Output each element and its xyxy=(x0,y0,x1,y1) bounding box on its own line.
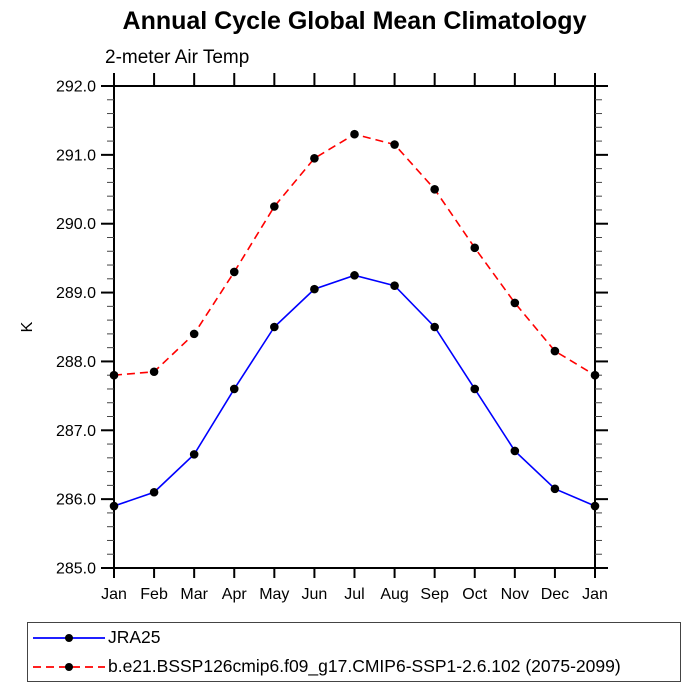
data-point-series-1 xyxy=(550,346,560,356)
x-tick-label: Oct xyxy=(462,586,487,603)
data-point-series-1 xyxy=(189,329,199,339)
data-point-series-0 xyxy=(189,450,199,459)
chart-title: Annual Cycle Global Mean Climatology xyxy=(122,7,587,35)
x-tick-label: Sep xyxy=(420,586,449,603)
y-tick-label: 286.0 xyxy=(56,492,96,509)
legend-label-cmip6-model: b.e21.BSSP126cmip6.f09_g17.CMIP6-SSP1-2.… xyxy=(108,656,621,676)
legend-item-jra25: JRA25 xyxy=(33,625,680,651)
x-tick-label: Dec xyxy=(541,586,569,603)
chart-subtitle: 2-meter Air Temp xyxy=(105,47,250,68)
x-tick-label: Nov xyxy=(501,586,529,603)
data-point-series-1 xyxy=(270,202,279,211)
y-tick-label: 288.0 xyxy=(56,354,96,371)
x-tick-label: Apr xyxy=(222,586,248,603)
data-point-series-0 xyxy=(270,322,279,332)
data-point-series-0 xyxy=(310,284,319,294)
x-tick-label: Feb xyxy=(140,586,168,603)
legend-sample-svg xyxy=(33,662,105,671)
y-tick-label: 290.0 xyxy=(56,216,96,233)
legend-label-jra25: JRA25 xyxy=(108,627,161,647)
data-point-series-0 xyxy=(430,322,439,332)
series-line-1 xyxy=(113,133,596,376)
legend-box: JRA25 b.e21.BSSP126cmip6.f09_g17.CMIP6-S… xyxy=(27,622,681,682)
data-point-series-1 xyxy=(109,370,119,380)
legend-marker-dot xyxy=(65,633,73,642)
legend-item-cmip6-model: b.e21.BSSP126cmip6.f09_g17.CMIP6-SSP1-2.… xyxy=(33,654,680,680)
y-tick-label: 289.0 xyxy=(56,285,96,302)
x-tick-label: Jun xyxy=(302,586,328,603)
data-point-series-1 xyxy=(390,140,399,149)
legend-marker-dot xyxy=(65,662,73,671)
data-point-series-1 xyxy=(149,367,159,377)
data-point-series-0 xyxy=(470,384,480,394)
legend-sample-solid-blue-line xyxy=(33,629,105,647)
data-point-series-0 xyxy=(590,501,600,511)
data-point-series-0 xyxy=(350,271,359,280)
data-point-series-0 xyxy=(550,484,560,494)
legend-sample-dashed-red-line xyxy=(33,658,105,676)
legend-sample-svg xyxy=(33,633,105,642)
data-point-series-1 xyxy=(470,243,480,253)
x-tick-label: Jan xyxy=(582,586,608,603)
data-point-series-0 xyxy=(390,281,399,290)
data-point-series-0 xyxy=(149,487,159,497)
x-tick-label: Jan xyxy=(101,586,127,603)
x-tick-label: Jul xyxy=(344,586,364,603)
data-point-series-1 xyxy=(510,298,520,308)
data-point-series-0 xyxy=(510,446,520,456)
data-point-series-0 xyxy=(229,384,239,394)
y-tick-label: 292.0 xyxy=(56,79,96,96)
x-tick-label: May xyxy=(259,586,289,603)
data-point-series-1 xyxy=(590,370,600,380)
y-tick-label: 291.0 xyxy=(56,147,96,164)
data-point-series-0 xyxy=(109,501,119,511)
data-point-series-1 xyxy=(430,184,439,194)
y-tick-label: 287.0 xyxy=(56,423,96,440)
data-point-series-1 xyxy=(350,129,359,139)
x-tick-label: Aug xyxy=(380,586,408,603)
series-line-0 xyxy=(113,274,596,507)
data-point-series-1 xyxy=(310,154,319,163)
plot-frame xyxy=(113,85,596,569)
plot-area: 285.0 286.0 287.0 288.0 289.0 290.0 291.0 292.0… xyxy=(56,73,608,603)
data-point-series-1 xyxy=(229,267,239,277)
x-tick-label: Mar xyxy=(180,586,208,603)
y-tick-label: 285.0 xyxy=(56,561,96,578)
